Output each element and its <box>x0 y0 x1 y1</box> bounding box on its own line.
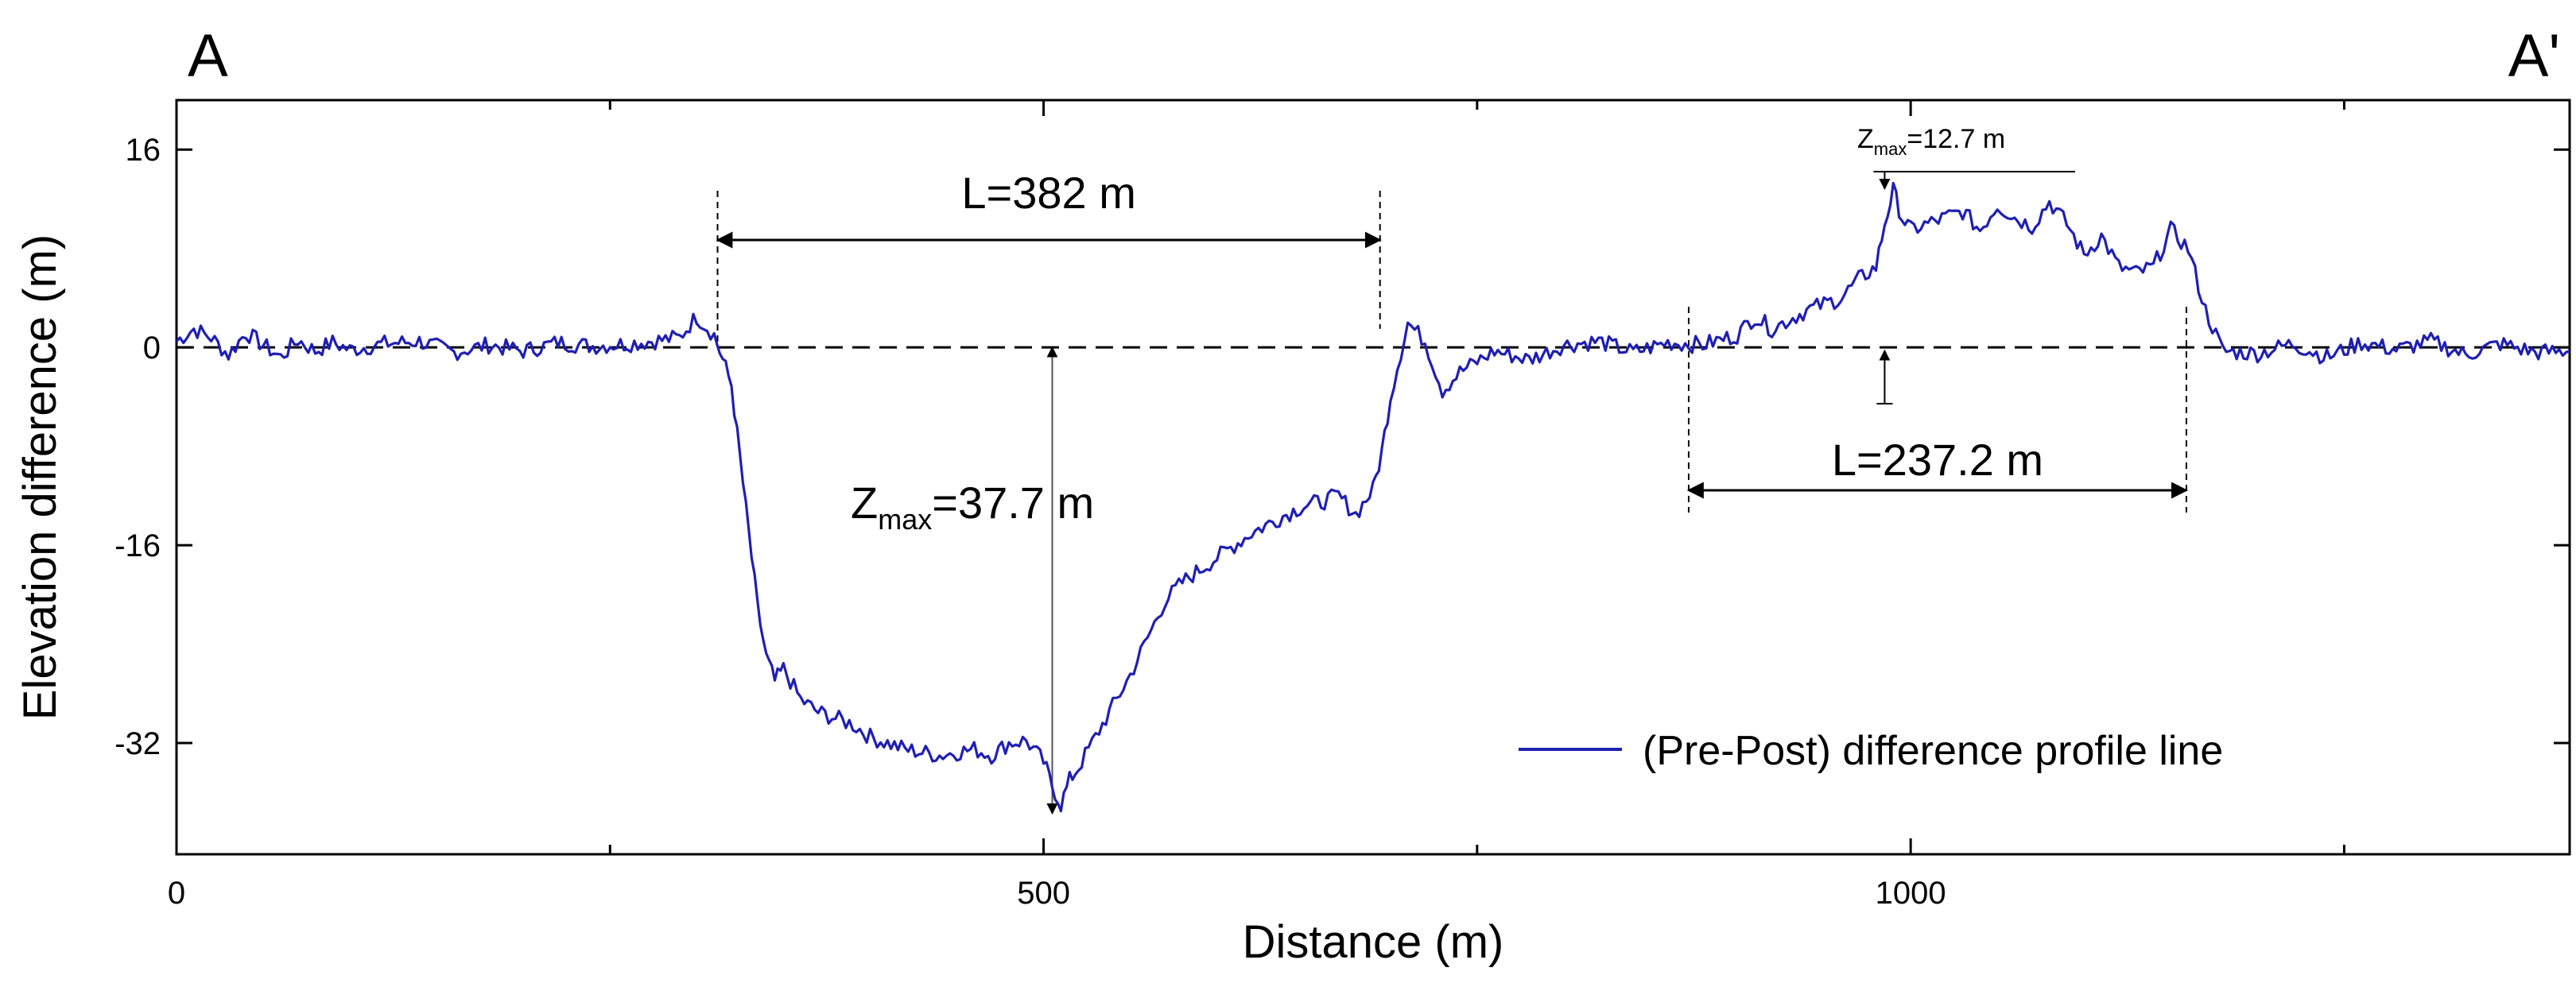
profile-line <box>175 181 2570 813</box>
text-layer: Elevation difference (m) Distance (m) A … <box>14 22 2560 968</box>
x-tick-label: 500 <box>1017 876 1070 911</box>
legend-label: (Pre-Post) difference profile line <box>1643 728 2223 774</box>
length-annotation-2: L=237.2 m <box>1832 435 2043 485</box>
length-annotation-1: L=382 m <box>961 168 1136 218</box>
x-tick-label: 0 <box>168 876 185 911</box>
y-tick-label: -16 <box>114 528 161 563</box>
x-axis-label: Distance (m) <box>1243 916 1504 968</box>
plot-frame <box>175 99 2571 856</box>
y-axis-label: Elevation difference (m) <box>14 234 66 720</box>
y-tick-label: -32 <box>114 726 161 761</box>
depth-annotation-1: Zmax=37.7 m <box>851 478 1094 536</box>
section-label-a: A <box>188 22 228 90</box>
series-layer <box>175 181 2570 813</box>
section-label-a-prime: A' <box>2508 22 2560 90</box>
annotation-layer <box>716 171 2189 815</box>
axes-layer <box>175 99 2571 856</box>
y-tick-label: 0 <box>143 331 161 366</box>
height-annotation-2: Zmax=12.7 m <box>1857 124 2005 159</box>
y-tick-label: 16 <box>126 133 161 168</box>
x-tick-label: 1000 <box>1876 876 1946 911</box>
